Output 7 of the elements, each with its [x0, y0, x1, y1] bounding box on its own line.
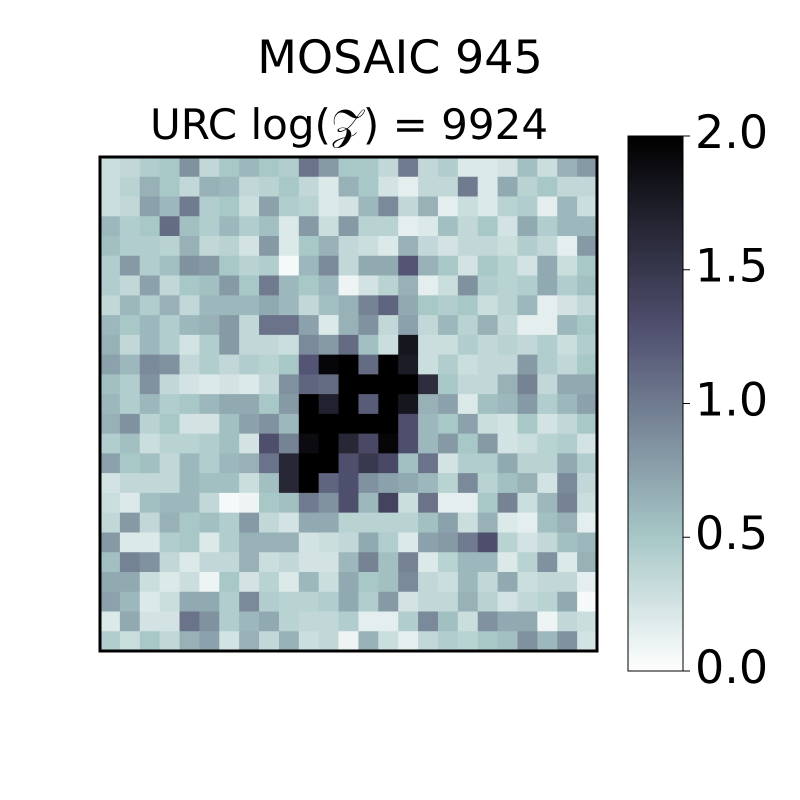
color-bar-label: 1.0	[695, 372, 768, 426]
chart-subtitle: URC log(𝒵) = 9924	[150, 100, 548, 149]
color-bar-label: 1.5	[695, 238, 768, 293]
color-bar-label: 0.5	[695, 506, 768, 560]
color-bar-label: 2.0	[695, 104, 768, 159]
color-bar-label: 0.0	[695, 640, 768, 694]
chart-title: MOSAIC 945	[256, 30, 544, 84]
